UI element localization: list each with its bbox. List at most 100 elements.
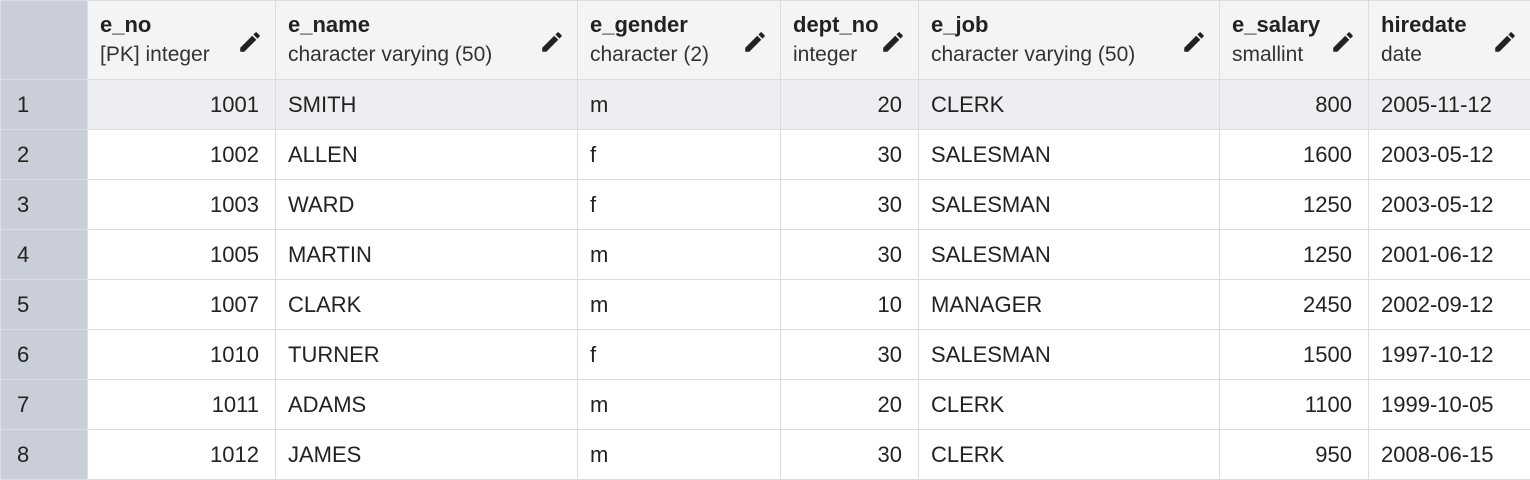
cell[interactable]: MARTIN bbox=[276, 230, 578, 280]
column-header[interactable]: e_no[PK] integer bbox=[88, 1, 276, 80]
cell[interactable]: SALESMAN bbox=[919, 330, 1220, 380]
cell[interactable]: 2450 bbox=[1220, 280, 1369, 330]
cell[interactable]: 20 bbox=[781, 80, 919, 130]
column-name: e_job bbox=[931, 10, 1203, 40]
cell[interactable]: 1012 bbox=[88, 430, 276, 480]
cell[interactable]: m bbox=[578, 380, 781, 430]
cell[interactable]: 1100 bbox=[1220, 380, 1369, 430]
row-number[interactable]: 8 bbox=[1, 430, 88, 480]
cell[interactable]: 2001-06-12 bbox=[1369, 230, 1530, 280]
cell[interactable]: 1999-10-05 bbox=[1369, 380, 1530, 430]
cell[interactable]: 1250 bbox=[1220, 180, 1369, 230]
cell[interactable]: 30 bbox=[781, 430, 919, 480]
row-number[interactable]: 3 bbox=[1, 180, 88, 230]
cell[interactable]: ALLEN bbox=[276, 130, 578, 180]
cell[interactable]: 2002-09-12 bbox=[1369, 280, 1530, 330]
cell[interactable]: 1003 bbox=[88, 180, 276, 230]
cell[interactable]: CLERK bbox=[919, 430, 1220, 480]
cell[interactable]: SALESMAN bbox=[919, 130, 1220, 180]
edit-icon-path bbox=[1495, 32, 1515, 52]
cell[interactable]: SALESMAN bbox=[919, 230, 1220, 280]
cell[interactable]: JAMES bbox=[276, 430, 578, 480]
cell[interactable]: 1007 bbox=[88, 280, 276, 330]
edit-icon-path bbox=[1333, 32, 1353, 52]
cell[interactable]: 1500 bbox=[1220, 330, 1369, 380]
cell[interactable]: 2005-11-12 bbox=[1369, 80, 1530, 130]
cell[interactable]: f bbox=[578, 130, 781, 180]
cell[interactable]: 20 bbox=[781, 380, 919, 430]
cell[interactable]: SALESMAN bbox=[919, 180, 1220, 230]
edit-icon[interactable] bbox=[237, 29, 263, 55]
cell[interactable]: 30 bbox=[781, 330, 919, 380]
edit-icon[interactable] bbox=[880, 29, 906, 55]
edit-icon-path bbox=[542, 32, 562, 52]
cell[interactable]: 1997-10-12 bbox=[1369, 330, 1530, 380]
edit-icon-path bbox=[1184, 32, 1204, 52]
cell[interactable]: m bbox=[578, 280, 781, 330]
cell[interactable]: 1250 bbox=[1220, 230, 1369, 280]
cell[interactable]: m bbox=[578, 230, 781, 280]
row-number[interactable]: 5 bbox=[1, 280, 88, 330]
column-type: character varying (50) bbox=[288, 40, 561, 70]
cell[interactable]: 1600 bbox=[1220, 130, 1369, 180]
cell[interactable]: 2003-05-12 bbox=[1369, 130, 1530, 180]
cell[interactable]: 1010 bbox=[88, 330, 276, 380]
cell[interactable]: f bbox=[578, 180, 781, 230]
cell[interactable]: 10 bbox=[781, 280, 919, 330]
cell[interactable]: 1002 bbox=[88, 130, 276, 180]
cell[interactable]: 2008-06-15 bbox=[1369, 430, 1530, 480]
cell[interactable]: m bbox=[578, 80, 781, 130]
cell[interactable]: MANAGER bbox=[919, 280, 1220, 330]
cell[interactable]: 1001 bbox=[88, 80, 276, 130]
column-name: e_gender bbox=[590, 10, 764, 40]
cell[interactable]: 30 bbox=[781, 180, 919, 230]
column-type: character varying (50) bbox=[931, 40, 1203, 70]
edit-icon[interactable] bbox=[1181, 29, 1207, 55]
edit-icon[interactable] bbox=[1492, 29, 1518, 55]
cell[interactable]: CLERK bbox=[919, 380, 1220, 430]
cell[interactable]: m bbox=[578, 430, 781, 480]
cell[interactable]: 2003-05-12 bbox=[1369, 180, 1530, 230]
edit-icon[interactable] bbox=[539, 29, 565, 55]
cell[interactable]: 950 bbox=[1220, 430, 1369, 480]
cell[interactable]: ADAMS bbox=[276, 380, 578, 430]
edit-icon-path bbox=[745, 32, 765, 52]
cell[interactable]: TURNER bbox=[276, 330, 578, 380]
column-name: e_name bbox=[288, 10, 561, 40]
edit-icon[interactable] bbox=[742, 29, 768, 55]
cell[interactable]: 1005 bbox=[88, 230, 276, 280]
cell[interactable]: WARD bbox=[276, 180, 578, 230]
cell[interactable]: 30 bbox=[781, 130, 919, 180]
edit-icon-path bbox=[883, 32, 903, 52]
row-number[interactable]: 2 bbox=[1, 130, 88, 180]
row-number[interactable]: 4 bbox=[1, 230, 88, 280]
edit-icon[interactable] bbox=[1330, 29, 1356, 55]
row-number[interactable]: 7 bbox=[1, 380, 88, 430]
cell[interactable]: f bbox=[578, 330, 781, 380]
cell[interactable]: 1011 bbox=[88, 380, 276, 430]
cell[interactable]: 800 bbox=[1220, 80, 1369, 130]
row-number[interactable]: 6 bbox=[1, 330, 88, 380]
cell[interactable]: CLERK bbox=[919, 80, 1220, 130]
row-number[interactable]: 1 bbox=[1, 80, 88, 130]
cell[interactable]: SMITH bbox=[276, 80, 578, 130]
column-type: [PK] integer bbox=[100, 40, 259, 70]
cell[interactable]: CLARK bbox=[276, 280, 578, 330]
cell[interactable]: 30 bbox=[781, 230, 919, 280]
